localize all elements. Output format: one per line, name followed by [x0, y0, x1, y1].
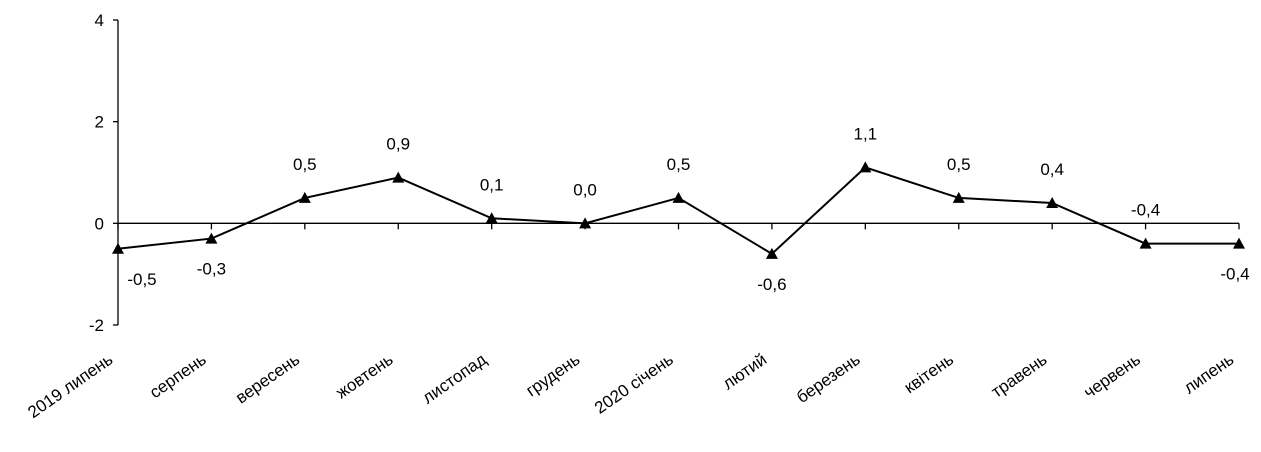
x-tick-label: квітень — [901, 350, 958, 398]
data-label: -0,3 — [197, 260, 226, 279]
data-label: -0,6 — [757, 275, 786, 294]
data-label: -0,5 — [127, 270, 156, 289]
x-tick-label: липень — [1180, 350, 1237, 398]
data-label: 0,1 — [480, 175, 504, 194]
data-label: 0,5 — [667, 155, 691, 174]
data-point-marker — [765, 247, 778, 259]
data-point-marker — [859, 161, 872, 173]
data-label: 1,1 — [854, 124, 878, 143]
y-axis: -2 0 2 4 — [89, 11, 119, 335]
x-tick-label: червень — [1080, 350, 1144, 403]
data-point-marker — [672, 191, 685, 203]
data-labels: -0,5 -0,3 0,5 0,9 0,1 0,0 0,5 -0,6 1,1 0,5 0,4 -0,4… — [127, 124, 1249, 293]
series-line-group — [112, 161, 1245, 259]
y-tick-label: 4 — [95, 11, 104, 30]
x-tick-label: 2020 січень — [591, 350, 677, 418]
x-tick-label: жовтень — [333, 350, 397, 403]
data-point-marker — [485, 212, 498, 224]
x-tick-label: серпень — [146, 350, 210, 403]
data-label: 0,0 — [573, 180, 597, 199]
x-tick-label: березень — [793, 350, 864, 407]
data-point-marker — [1233, 237, 1245, 249]
data-point-marker — [392, 171, 405, 183]
data-point-marker — [579, 217, 592, 229]
x-tick-label: листопад — [419, 350, 490, 408]
y-tick-label: -2 — [89, 316, 104, 335]
data-label: 0,5 — [293, 155, 317, 174]
data-point-marker — [298, 191, 311, 203]
x-tick-label: 2019 липень — [24, 350, 116, 422]
data-label: -0,4 — [1131, 201, 1160, 220]
data-point-marker — [952, 191, 965, 203]
x-tick-label: травень — [988, 350, 1051, 402]
data-label: 0,5 — [947, 155, 971, 174]
data-label: 0,4 — [1040, 160, 1064, 179]
data-point-marker — [112, 242, 124, 254]
x-tick-label: лютий — [719, 350, 770, 394]
x-tick-label: грудень — [522, 350, 583, 401]
data-point-marker — [205, 232, 218, 244]
y-tick-label: 0 — [95, 214, 104, 233]
x-tick-label: вересень — [232, 350, 303, 408]
data-point-marker — [1139, 237, 1152, 249]
data-label: 0,9 — [386, 135, 410, 154]
data-point-marker — [1046, 197, 1059, 208]
data-label: -0,4 — [1220, 265, 1249, 284]
x-axis: 2019 липень серпень вересень жовтень листопа… — [24, 222, 1240, 422]
series-line — [117, 166, 1239, 256]
y-tick-label: 2 — [95, 113, 104, 132]
